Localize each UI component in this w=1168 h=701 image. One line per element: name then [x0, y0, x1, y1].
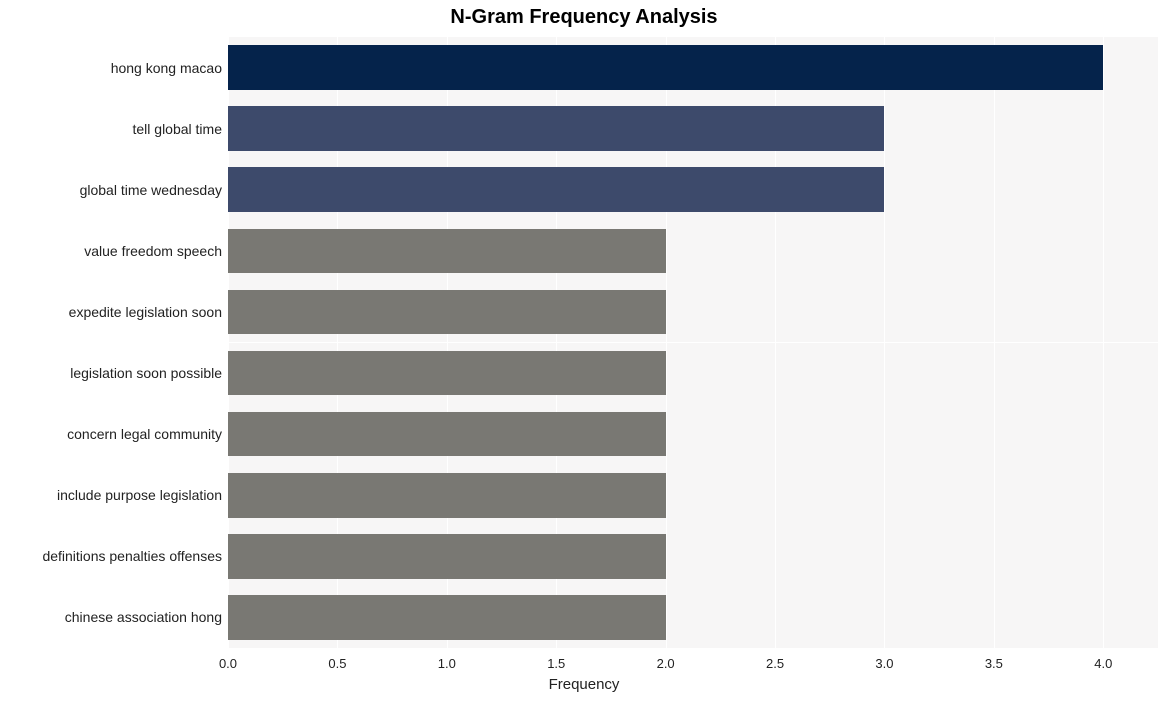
- x-grid-line: [994, 37, 995, 648]
- y-tick-label: chinese association hong: [65, 609, 222, 625]
- x-grid-line: [884, 37, 885, 648]
- x-tick-label: 1.5: [536, 656, 576, 671]
- bar: [228, 534, 666, 579]
- bar: [228, 45, 1103, 90]
- x-tick-label: 4.0: [1083, 656, 1123, 671]
- ngram-frequency-chart: N-Gram Frequency Analysis Frequency 0.0 0…: [0, 0, 1168, 701]
- y-tick-label: global time wednesday: [80, 182, 222, 198]
- bar: [228, 167, 884, 212]
- x-tick-label: 0.0: [208, 656, 248, 671]
- y-tick-label: concern legal community: [67, 426, 222, 442]
- x-tick-label: 3.0: [864, 656, 904, 671]
- bar: [228, 106, 884, 151]
- chart-title: N-Gram Frequency Analysis: [0, 6, 1168, 29]
- y-tick-label: include purpose legislation: [57, 487, 222, 503]
- bar: [228, 473, 666, 518]
- y-tick-label: definitions penalties offenses: [42, 548, 222, 564]
- x-axis-title: Frequency: [0, 676, 1168, 693]
- bar: [228, 290, 666, 335]
- x-tick-label: 2.0: [646, 656, 686, 671]
- bar: [228, 351, 666, 396]
- x-tick-label: 0.5: [317, 656, 357, 671]
- plot-area: [228, 37, 1158, 648]
- bar: [228, 595, 666, 640]
- y-tick-label: tell global time: [133, 121, 223, 137]
- y-tick-label: hong kong macao: [111, 60, 222, 76]
- y-tick-label: expedite legislation soon: [69, 304, 222, 320]
- y-tick-label: legislation soon possible: [70, 365, 222, 381]
- x-tick-label: 1.0: [427, 656, 467, 671]
- bar: [228, 412, 666, 457]
- x-tick-label: 2.5: [755, 656, 795, 671]
- y-tick-label: value freedom speech: [84, 243, 222, 259]
- x-grid-line: [1103, 37, 1104, 648]
- x-tick-label: 3.5: [974, 656, 1014, 671]
- bar: [228, 229, 666, 274]
